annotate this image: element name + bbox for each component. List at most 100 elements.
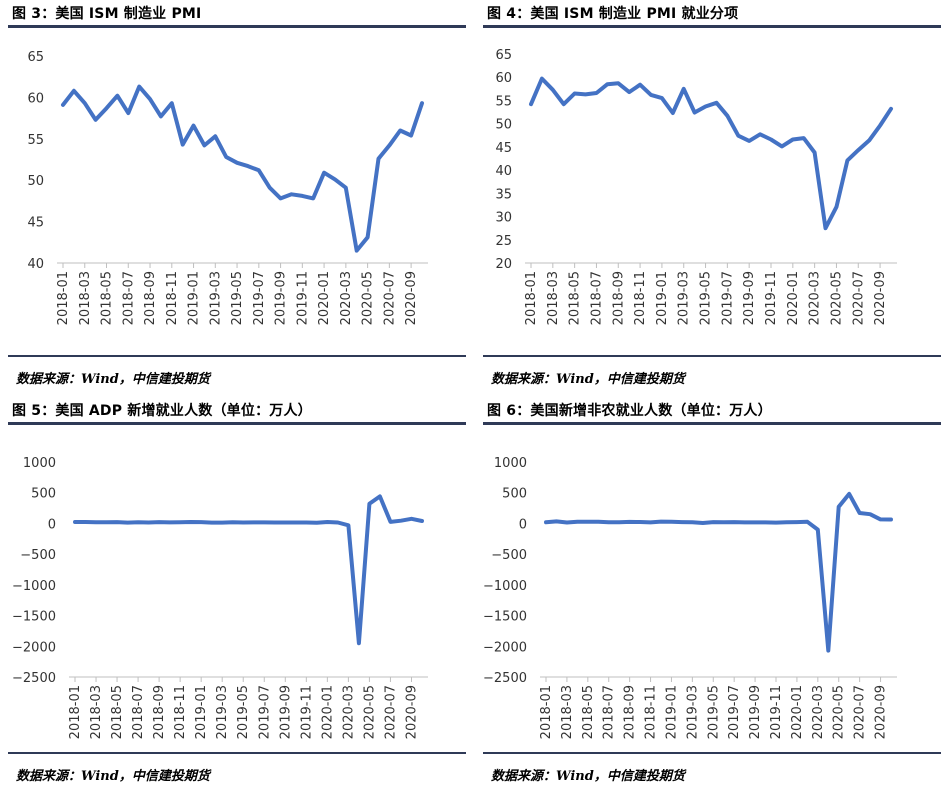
x-tick-label: 2020-03 [811,685,826,739]
chart-panel-adp: 图 5：美国 ADP 新增就业人数（单位：万人） −2500 −2000 −1500… [0,397,474,794]
y-tick-label: 60 [495,71,512,86]
x-tick-label: 2018-03 [546,271,561,325]
x-tick-label: 2020-09 [404,685,419,739]
x-tick-label: 2019-01 [187,271,202,325]
y-tick-label: 500 [502,487,527,502]
y-tick-label: 30 [495,211,512,226]
x-tick-label: 2019-05 [706,685,721,739]
x-tick-label: 2020-01 [320,685,335,739]
y-tick-label: −2000 [483,640,527,655]
y-tick-label: −1500 [483,610,527,625]
x-tick-label: 2019-07 [727,685,742,739]
x-tick-label: 2018-07 [131,685,146,739]
x-tick-label: 2020-07 [382,271,397,325]
chart-panel-nonfarm: 图 6：美国新增非农就业人数（单位：万人） −2500 −2000 −1500 −10… [475,397,949,794]
x-tick-label: 2019-07 [720,271,735,325]
chart-panel-ism-pmi: 图 3：美国 ISM 制造业 PMI 40 45 50 55 60 65 2018-01 20… [0,0,474,397]
x-tick-label: 2019-01 [664,685,679,739]
data-source: 数据来源：Wind，中信建投期货 [16,769,210,784]
source-rule [483,355,941,357]
x-tick-label: 2019-09 [748,685,763,739]
data-source: 数据来源：Wind，中信建投期货 [16,372,210,387]
chart-title: 图 5：美国 ADP 新增就业人数（单位：万人） [12,403,312,419]
y-tick-label: −1000 [12,579,56,594]
x-tick-label: 2019-09 [742,271,757,325]
x-tick-label: 2018-03 [89,685,104,739]
y-tick-label: 25 [495,234,512,249]
y-tick-label: −2500 [12,671,56,686]
x-tick-label: 2020-05 [361,271,376,325]
x-tick-label: 2018-09 [611,271,626,325]
x-tick-label: 2020-09 [874,685,889,739]
x-tick-label: 2019-11 [764,271,779,325]
x-tick-label: 2018-09 [623,685,638,739]
title-rule [8,422,466,425]
x-tick-label: 2020-09 [873,271,888,325]
x-tick-label: 2020-03 [808,271,823,325]
x-tick-label: 2018-03 [560,685,575,739]
chart-title: 图 4：美国 ISM 制造业 PMI 就业分项 [487,6,739,22]
x-tick-label: 2018-05 [568,271,583,325]
y-tick-label: 40 [495,164,512,179]
x-tick-label: 2020-01 [786,271,801,325]
series-line [544,491,893,653]
x-tick-label: 2018-05 [100,271,115,325]
x-tick-label: 2019-03 [208,271,223,325]
x-tick-label: 2019-09 [274,271,289,325]
x-tick-label: 2019-11 [769,685,784,739]
y-tick-label: 45 [27,216,44,231]
x-tick-label: 2018-09 [152,685,167,739]
y-tick-label: −2500 [483,671,527,686]
x-tick-label: 2020-03 [339,271,354,325]
x-tick-label: 2020-01 [790,685,805,739]
chart-panel-ism-employment: 图 4：美国 ISM 制造业 PMI 就业分项 20 25 30 35 40 45 50 55… [475,0,949,397]
y-tick-label: 55 [495,94,512,109]
x-tick-label: 2020-07 [851,271,866,325]
x-tick-label: 2018-11 [633,271,648,325]
x-tick-label: 2020-05 [362,685,377,739]
x-tick-label: 2019-03 [685,685,700,739]
x-tick-label: 2019-03 [677,271,692,325]
line-chart: 20 25 30 35 40 45 50 55 60 65 2018-01 2018-03 2018-0… [495,48,897,325]
x-tick-label: 2018-01 [56,271,71,325]
x-tick-label: 2019-11 [299,685,314,739]
x-tick-label: 2018-05 [110,685,125,739]
y-tick-label: −500 [20,548,56,563]
y-tick-label: 20 [495,257,512,272]
series-line [73,494,424,646]
line-chart: −2500 −2000 −1500 −1000 −500 0 500 1000 2018-01 2… [483,456,897,739]
x-tick-label: 2020-05 [829,271,844,325]
source-rule [483,752,941,754]
x-tick-label: 2019-09 [278,685,293,739]
x-tick-label: 2018-11 [644,685,659,739]
x-tick-label: 2018-07 [602,685,617,739]
line-chart: −2500 −2000 −1500 −1000 −500 0 500 1000 2018-01 2… [12,456,428,739]
y-tick-label: 0 [519,517,527,532]
x-tick-label: 2018-07 [589,271,604,325]
x-tick-label: 2019-11 [295,271,310,325]
x-tick-label: 2020-09 [404,271,419,325]
x-tick-label: 2019-07 [252,271,267,325]
series-line [61,84,424,253]
x-tick-label: 2020-05 [832,685,847,739]
y-tick-label: −1500 [12,610,56,625]
source-rule [8,752,466,754]
x-tick-label: 2019-01 [655,271,670,325]
x-tick-label: 2019-03 [215,685,230,739]
x-tick-label: 2018-05 [581,685,596,739]
data-source: 数据来源：Wind，中信建投期货 [491,372,685,387]
title-rule [8,25,466,28]
y-tick-label: 500 [31,487,56,502]
y-tick-label: 45 [495,141,512,156]
y-tick-label: 1000 [494,456,527,471]
source-rule [8,355,466,357]
chart-title: 图 3：美国 ISM 制造业 PMI [12,6,202,22]
y-tick-label: 65 [495,48,512,63]
x-tick-label: 2019-01 [194,685,209,739]
series-line [529,76,893,231]
line-chart: 40 45 50 55 60 65 2018-01 2018-03 2018-05 2018-07… [27,50,428,325]
y-tick-label: 65 [27,50,44,65]
x-tick-label: 2018-01 [524,271,539,325]
y-tick-label: −1000 [483,579,527,594]
title-rule [483,422,941,425]
